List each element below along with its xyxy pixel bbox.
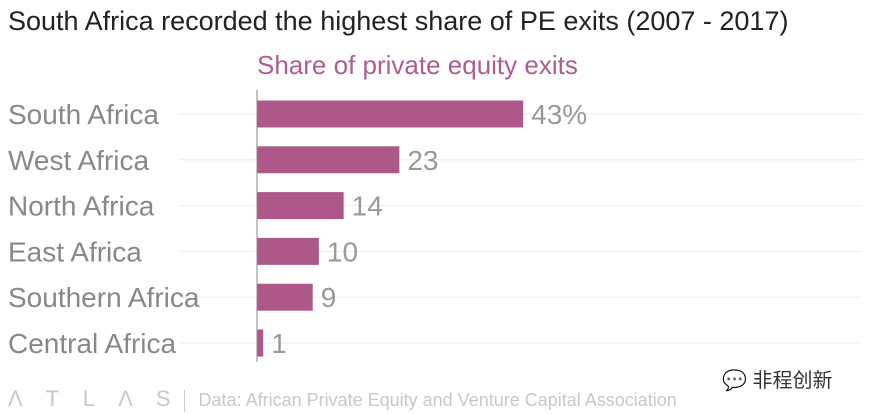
category-label: Central Africa: [8, 328, 176, 359]
bar: [257, 237, 319, 265]
data-label: 9: [321, 282, 337, 313]
data-label: 43%: [531, 99, 587, 130]
data-label: 14: [352, 191, 383, 222]
chart-subtitle: Share of private equity exits: [257, 50, 578, 80]
category-label: South Africa: [8, 99, 159, 130]
bar: [257, 283, 313, 311]
watermark: 💬 非程创新: [722, 364, 832, 393]
data-label: 10: [327, 236, 358, 267]
data-label: 23: [407, 145, 438, 176]
wechat-icon: 💬: [722, 370, 747, 392]
atlas-logo: Λ T L Λ S: [8, 386, 180, 411]
bar: [257, 192, 344, 220]
bar: [257, 329, 264, 357]
bar-chart: South Africa 43% West Africa 23 North Africa…: [8, 90, 862, 362]
data-label: 1: [271, 328, 287, 359]
footer: Λ T L Λ S Data: African Private Equity an…: [8, 386, 677, 413]
category-label: East Africa: [8, 236, 142, 267]
bar: [257, 100, 524, 128]
chart-title: South Africa recorded the highest share …: [8, 6, 789, 36]
category-label: Southern Africa: [8, 282, 200, 313]
bar: [257, 146, 400, 174]
category-label: West Africa: [8, 145, 150, 176]
source-note: Data: African Private Equity and Venture…: [198, 390, 677, 410]
category-label: North Africa: [8, 191, 155, 222]
divider: [183, 390, 185, 413]
watermark-text: 非程创新: [752, 370, 833, 392]
